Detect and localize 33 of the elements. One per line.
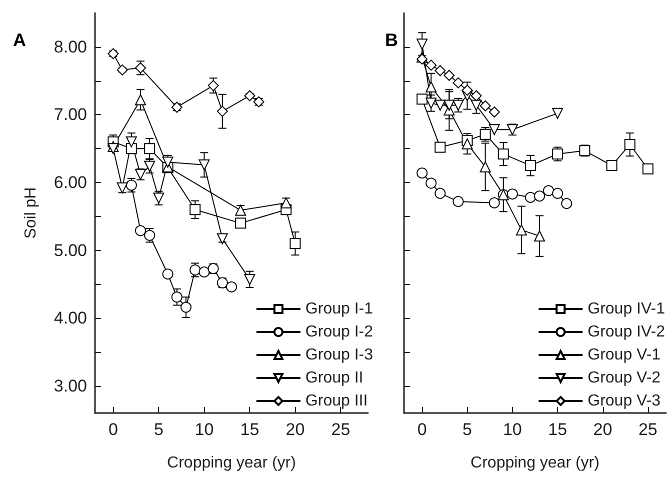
x-tick-label: 25: [331, 420, 350, 439]
text: B: [385, 30, 398, 50]
x-tick-label: 25: [638, 420, 658, 439]
x-tick-label: 0: [108, 420, 118, 439]
x-tick-label: 0: [417, 420, 427, 439]
y-tick-label: 4.00: [54, 308, 87, 328]
x-tick-label: 10: [502, 420, 522, 439]
legend-label: Group V-3: [588, 392, 661, 410]
y-tick-label: 7.00: [54, 105, 87, 124]
x-tick-label: 5: [154, 420, 164, 439]
legend-label: Group I-1: [305, 300, 374, 318]
y-tick-label: 8.00: [54, 37, 87, 56]
x-tick-label: 20: [286, 420, 305, 439]
legend-label: Group III: [305, 392, 368, 410]
x-tick-label: 20: [593, 420, 612, 439]
x-tick-label: 15: [240, 420, 260, 439]
legend-label: Group I-2: [305, 324, 374, 340]
x-tick-label: 15: [548, 420, 568, 439]
legend-label: Group IV-2: [588, 324, 666, 340]
legend-label: Group V-1: [588, 346, 661, 364]
legend-label: Group II: [305, 370, 364, 386]
y-tick-label: 3.00: [54, 376, 87, 396]
x-axis-title: Cropping year (yr): [470, 454, 600, 472]
text: A: [13, 30, 26, 50]
legend-label: Group I-3: [305, 346, 374, 364]
legend-label: Group V-2: [588, 370, 661, 386]
y-tick-label: 6.00: [54, 172, 87, 192]
y-axis-title: Soil pH: [22, 187, 40, 239]
legend-label: Group IV-1: [588, 300, 666, 318]
x-tick-label: 5: [462, 420, 472, 439]
x-tick-label: 10: [194, 420, 214, 439]
y-tick-label: 5.00: [54, 240, 87, 260]
x-axis-title: Cropping year (yr): [167, 454, 296, 472]
